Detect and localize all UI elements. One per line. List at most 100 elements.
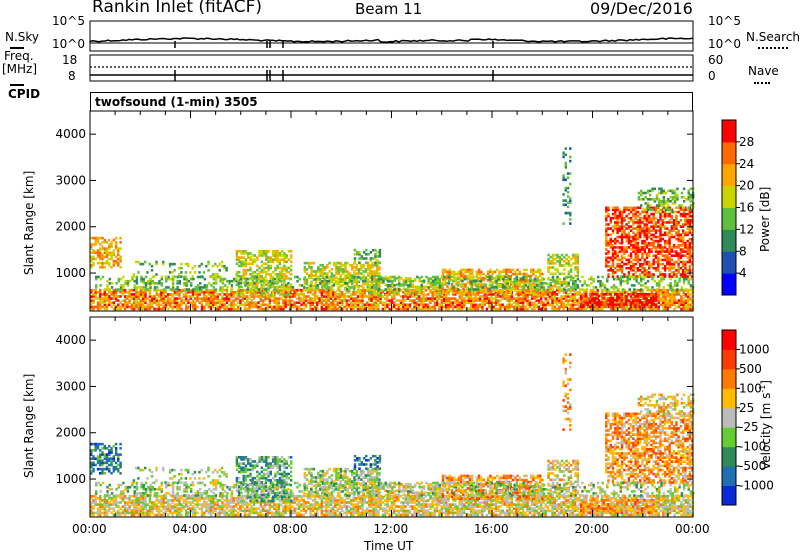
power-cell [571,293,574,296]
power-cell [594,291,597,294]
power-cell [516,285,519,288]
power-cell [246,303,249,307]
power-cell [337,280,340,284]
power-cell [350,279,353,283]
power-cell [114,295,118,298]
power-cell [573,303,577,307]
power-cell [644,195,647,199]
power-cell [322,303,326,307]
power-cell [235,256,239,259]
power-cell [103,266,106,269]
power-cell [354,297,357,300]
power-cell [413,301,416,304]
power-cell [142,277,145,281]
power-cell [198,264,201,268]
power-cell [619,305,622,309]
power-cell [371,263,374,267]
power-cell [616,299,619,302]
power-cell [205,291,208,294]
power-cell [317,270,320,273]
power-cell [192,288,195,291]
power-cell [123,299,127,302]
power-cell [595,294,599,298]
power-cell [510,295,513,298]
power-cell [356,291,360,294]
power-cell [476,299,480,302]
power-cell [537,295,541,298]
power-cell [444,291,447,295]
power-cell [436,293,439,296]
power-cell [335,261,338,265]
power-cell [119,241,122,244]
power-cell [298,277,301,281]
power-cell [650,262,653,266]
power-cell [643,258,646,262]
power-cell [361,305,364,309]
power-cell [368,297,371,300]
power-cell [682,195,686,199]
power-cell [270,307,274,311]
power-cell [117,261,120,265]
power-cell [260,260,263,264]
power-cell [611,275,615,278]
power-cell [164,275,167,278]
power-cell [378,255,382,258]
power-cell [584,303,587,306]
power-cell [291,305,294,309]
power-cell [571,303,574,307]
power-cell [562,174,565,177]
power-cell [287,270,291,274]
power-cell [636,219,640,222]
power-cell [200,262,203,266]
power-cell [341,295,344,298]
power-cell [271,260,275,264]
power-cell [525,289,528,292]
power-cell [549,287,552,290]
power-cell [482,276,485,280]
power-cell [507,268,510,272]
power-cell [162,260,165,264]
power-cell [368,288,371,291]
power-cell [562,176,565,179]
power-cell [598,307,602,311]
power-cell [225,307,229,311]
power-cell [274,289,277,293]
power-cell [607,303,610,306]
power-cell [620,223,624,226]
power-cell [539,268,542,272]
power-cell [333,261,336,265]
power-cell [133,279,136,283]
power-cell [560,295,563,298]
power-cell [258,266,261,270]
power-cell [442,301,446,304]
power-cell [682,301,685,304]
power-cell [455,291,458,295]
power-cell [308,284,311,288]
power-cell [465,293,468,296]
power-cell [422,281,426,284]
power-cell [267,260,270,264]
power-cell [378,284,381,288]
power-cell [659,262,662,266]
power-cell [620,250,624,253]
power-cell [341,284,344,287]
power-cell [321,268,325,271]
power-cell [196,295,199,298]
power-cell [255,286,258,289]
power-cell [413,303,416,307]
power-cell [196,293,199,296]
power-cell [90,247,93,250]
power-cell [673,210,677,214]
power-cell [94,243,97,246]
power-cell [105,305,109,309]
power-cell [166,295,170,298]
power-cell [212,288,215,292]
power-cell [266,303,269,307]
power-cell [371,272,374,275]
power-cell [429,277,433,281]
power-cell [203,307,206,311]
power-cell [562,295,565,298]
power-cell [418,291,421,295]
power-cell [420,275,423,279]
power-cell [429,289,433,293]
